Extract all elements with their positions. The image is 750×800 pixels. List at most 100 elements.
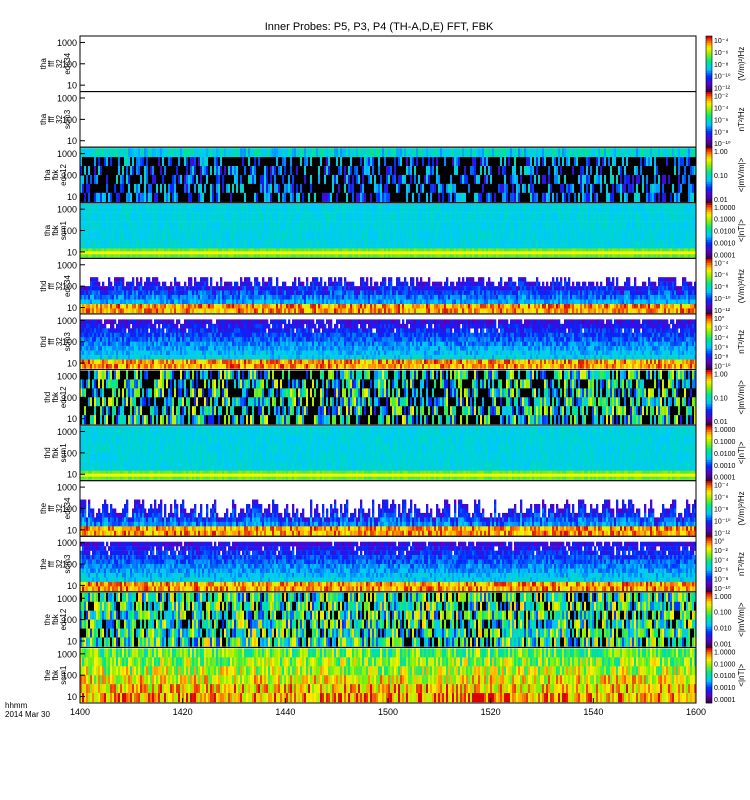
panel-9-colorbar-tick: 10° bbox=[714, 537, 725, 545]
panel-1-ytick-label: 10 bbox=[67, 136, 77, 146]
panel-10-label: thefbkedc12 bbox=[43, 608, 68, 630]
panel-5-ytick-label: 1000 bbox=[57, 316, 77, 326]
panel-4-colorbar-tick: 10⁻⁴ bbox=[714, 260, 729, 267]
panel-11-ytick-label: 10 bbox=[67, 692, 77, 702]
panel-11-colorbar-tick: 1.0000 bbox=[714, 649, 736, 656]
panel-5-spectrogram bbox=[80, 319, 696, 368]
panel-11-colorbar-tick: 0.0010 bbox=[714, 685, 736, 692]
panel-9-colorbar-tick: 10⁻⁶ bbox=[714, 567, 728, 574]
panel-8-colorbar-label: (V/m)²/Hz bbox=[737, 491, 746, 525]
panel-4-colorbar-tick: 10⁻⁶ bbox=[714, 272, 728, 279]
panel-4-colorbar-tick: 10⁻⁸ bbox=[714, 284, 728, 291]
panel-1-colorbar-tick: 10⁻¹⁰ bbox=[714, 140, 731, 148]
panel-8-colorbar-tick: 10⁻¹² bbox=[714, 530, 731, 537]
panel-8-colorbar-tick: 10⁻⁸ bbox=[714, 506, 728, 513]
panel-10-colorbar-tick: 1.000 bbox=[714, 594, 732, 601]
panel-5: 100010010thdfff32scm310°10⁻²10⁻⁴10⁻⁶10⁻⁸… bbox=[39, 314, 746, 371]
panel-7-ytick-label: 10 bbox=[67, 470, 77, 480]
panel-3-spectrogram bbox=[80, 204, 696, 258]
xaxis-label: 2014 Mar 30 bbox=[5, 710, 50, 719]
panel-2-label: thafbkedc12 bbox=[43, 164, 68, 186]
panel-10-colorbar: 1.0000.1000.0100.001<|mV/m|> bbox=[706, 592, 746, 649]
panel-2-colorbar: 1.000.100.01<|mV/m|> bbox=[706, 147, 746, 204]
panel-11: 100010010thefbkscm11.00000.10000.01000.0… bbox=[43, 647, 746, 704]
panel-0-colorbar-tick: 10⁻⁶ bbox=[714, 50, 728, 57]
panel-11-colorbar-tick: 0.0001 bbox=[714, 697, 736, 704]
panel-1-colorbar-tick: 10⁻⁸ bbox=[714, 129, 728, 136]
panel-0-colorbar-tick: 10⁻¹⁰ bbox=[714, 73, 731, 81]
panel-6-colorbar: 1.000.100.01<|mV/m|> bbox=[706, 370, 746, 427]
panel-1-colorbar-tick: 10⁻⁶ bbox=[714, 117, 728, 124]
panel-3-colorbar-tick: 0.0100 bbox=[714, 229, 736, 236]
panel-7-colorbar-tick: 0.0010 bbox=[714, 463, 736, 470]
panel-10-colorbar-label: <|mV/m|> bbox=[737, 602, 746, 637]
panel-10: 100010010thefbkedc121.0000.1000.0100.001… bbox=[43, 592, 746, 649]
panel-4-colorbar-tick: 10⁻¹⁰ bbox=[714, 295, 731, 303]
panel-6-label: thdfbkedc12 bbox=[43, 386, 68, 408]
panel-2-colorbar-tick: 0.10 bbox=[714, 173, 728, 180]
panel-9-ytick-label: 1000 bbox=[57, 538, 77, 548]
panel-9-spectrogram bbox=[80, 542, 696, 591]
panel-5-label: thdfff32scm3 bbox=[39, 332, 72, 352]
panel-0-colorbar-tick: 10⁻⁸ bbox=[714, 62, 728, 69]
panel-8-ytick-label: 1000 bbox=[57, 483, 77, 493]
panel-11-ytick-label: 1000 bbox=[57, 649, 77, 659]
panel-2-ytick-label: 10 bbox=[67, 192, 77, 202]
panel-6-ytick-label: 10 bbox=[67, 414, 77, 424]
panel-3-colorbar-tick: 0.1000 bbox=[714, 217, 736, 224]
panel-7-label: thdfbkscm1 bbox=[43, 443, 68, 463]
panel-3-ytick-label: 10 bbox=[67, 247, 77, 257]
panel-5-colorbar-tick: 10° bbox=[714, 315, 725, 323]
panel-0-frame bbox=[80, 36, 696, 92]
panel-7-colorbar-tick: 0.0001 bbox=[714, 475, 736, 482]
panel-3-colorbar-tick: 0.0001 bbox=[714, 252, 736, 259]
panel-2-colorbar-tick: 1.00 bbox=[714, 149, 728, 156]
panel-3-colorbar-label: <|nT|> bbox=[737, 219, 746, 242]
panel-10-ytick-label: 10 bbox=[67, 636, 77, 646]
panel-10-ytick-label: 1000 bbox=[57, 594, 77, 604]
xtick-label: 1540 bbox=[583, 707, 603, 717]
panel-8-label: thefff32edc34 bbox=[39, 497, 72, 519]
panel-7-spectrogram bbox=[80, 426, 696, 480]
panel-0-ytick-label: 1000 bbox=[57, 38, 77, 48]
panel-9-colorbar-tick: 10⁻⁴ bbox=[714, 557, 729, 564]
panel-5-colorbar-label: nT²/Hz bbox=[737, 330, 746, 354]
xtick-label: 1400 bbox=[70, 707, 90, 717]
panel-8-colorbar-tick: 10⁻¹⁰ bbox=[714, 517, 731, 525]
panel-1-frame bbox=[80, 92, 696, 148]
panel-4-ytick-label: 10 bbox=[67, 303, 77, 313]
panel-10-colorbar-tick: 0.010 bbox=[714, 626, 732, 633]
panel-6-spectrogram bbox=[80, 371, 696, 425]
panel-10-colorbar-tick: 0.001 bbox=[714, 641, 732, 648]
panel-10-spectrogram bbox=[80, 593, 696, 647]
panel-3-colorbar-tick: 0.0010 bbox=[714, 240, 736, 247]
panel-0-ytick-label: 10 bbox=[67, 81, 77, 91]
panel-3-ytick-label: 1000 bbox=[57, 205, 77, 215]
panel-8-spectrogram bbox=[80, 500, 696, 536]
panel-0-colorbar-tick: 10⁻¹² bbox=[714, 86, 731, 93]
panel-7: 100010010thdfbkscm11.00000.10000.01000.0… bbox=[43, 425, 746, 482]
panel-0-label: thafff32edc34 bbox=[39, 52, 72, 74]
panel-6-colorbar-tick: 0.10 bbox=[714, 395, 728, 402]
panel-3: 100010010thafbkscm11.00000.10000.01000.0… bbox=[43, 203, 746, 260]
panel-4: 100010010thdfff32edc3410⁻⁴10⁻⁶10⁻⁸10⁻¹⁰1… bbox=[39, 258, 746, 315]
panel-11-colorbar-tick: 0.0100 bbox=[714, 673, 736, 680]
panel-5-colorbar-tick: 10⁻⁴ bbox=[714, 335, 729, 342]
panel-4-colorbar-tick: 10⁻¹² bbox=[714, 308, 731, 315]
panel-4-label: thdfff32edc34 bbox=[39, 275, 72, 297]
xtick-label: 1440 bbox=[275, 707, 295, 717]
panel-2-colorbar-label: <|mV/m|> bbox=[737, 157, 746, 192]
panel-1-label: thafff32scm3 bbox=[39, 109, 72, 129]
panel-3-label: thafbkscm1 bbox=[43, 220, 68, 240]
panel-5-colorbar-tick: 10⁻¹⁰ bbox=[714, 363, 731, 371]
panel-9-colorbar-tick: 10⁻¹⁰ bbox=[714, 585, 731, 593]
panel-9-colorbar-label: nT²/Hz bbox=[737, 552, 746, 576]
